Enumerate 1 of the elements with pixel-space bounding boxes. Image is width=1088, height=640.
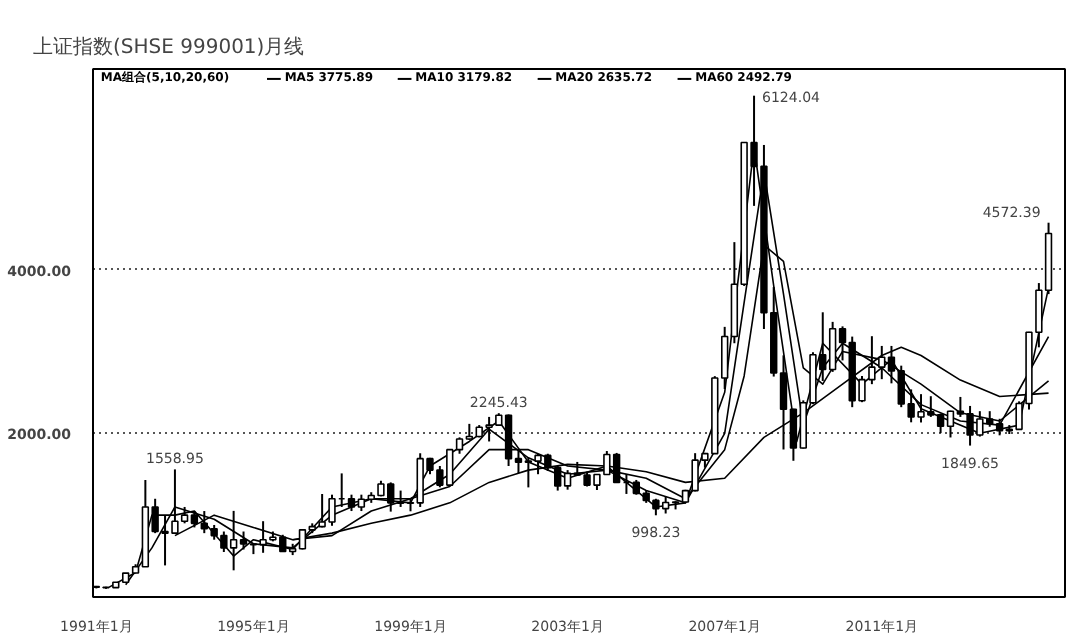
chart-title: 上证指数(SHSE 999001)月线 — [33, 35, 305, 59]
